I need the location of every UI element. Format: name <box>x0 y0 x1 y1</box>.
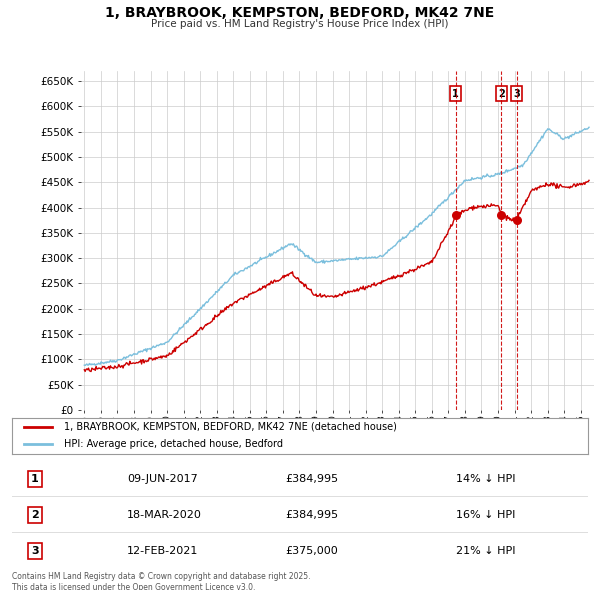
Text: 18-MAR-2020: 18-MAR-2020 <box>127 510 202 520</box>
Text: £375,000: £375,000 <box>285 546 338 556</box>
Text: HPI: Average price, detached house, Bedford: HPI: Average price, detached house, Bedf… <box>64 439 283 449</box>
Point <box>497 211 506 220</box>
Text: 1: 1 <box>31 474 39 484</box>
Point <box>512 215 521 225</box>
Text: 14% ↓ HPI: 14% ↓ HPI <box>455 474 515 484</box>
Text: 2: 2 <box>31 510 39 520</box>
Text: 09-JUN-2017: 09-JUN-2017 <box>127 474 198 484</box>
Text: 3: 3 <box>513 88 520 99</box>
Text: 1: 1 <box>452 88 459 99</box>
Point <box>451 211 460 220</box>
Text: Contains HM Land Registry data © Crown copyright and database right 2025.
This d: Contains HM Land Registry data © Crown c… <box>12 572 311 590</box>
Text: 21% ↓ HPI: 21% ↓ HPI <box>455 546 515 556</box>
Text: 1, BRAYBROOK, KEMPSTON, BEDFORD, MK42 7NE (detached house): 1, BRAYBROOK, KEMPSTON, BEDFORD, MK42 7N… <box>64 422 397 432</box>
Text: £384,995: £384,995 <box>285 474 338 484</box>
Text: 1, BRAYBROOK, KEMPSTON, BEDFORD, MK42 7NE: 1, BRAYBROOK, KEMPSTON, BEDFORD, MK42 7N… <box>106 6 494 20</box>
Text: 3: 3 <box>31 546 39 556</box>
Text: 16% ↓ HPI: 16% ↓ HPI <box>455 510 515 520</box>
Text: Price paid vs. HM Land Registry's House Price Index (HPI): Price paid vs. HM Land Registry's House … <box>151 19 449 29</box>
Text: 12-FEB-2021: 12-FEB-2021 <box>127 546 199 556</box>
Text: 2: 2 <box>498 88 505 99</box>
Text: £384,995: £384,995 <box>285 510 338 520</box>
